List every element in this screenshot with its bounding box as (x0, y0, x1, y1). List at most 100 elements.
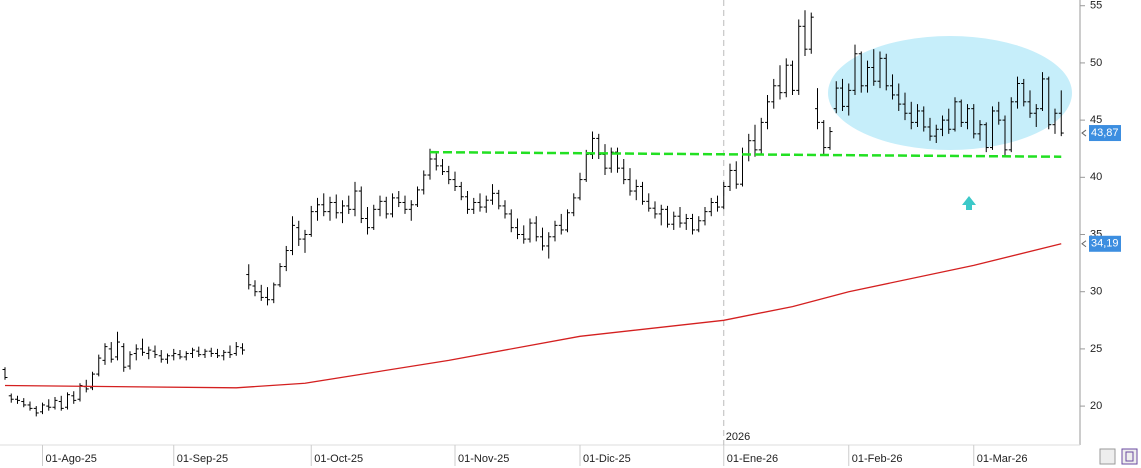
ohlc-bar (796, 19, 802, 95)
ohlc-bar (571, 193, 577, 217)
ohlc-bar (1021, 78, 1027, 107)
x-tick-label: 01-Sep-25 (177, 453, 228, 465)
ohlc-bar (458, 181, 464, 201)
x-tick-label: 01-Nov-25 (458, 453, 509, 465)
save-button[interactable] (1121, 448, 1138, 465)
ohlc-bar (365, 207, 370, 235)
ohlc-bar (258, 284, 264, 301)
ohlc-bar (858, 51, 864, 93)
ohlc-bar (133, 344, 139, 361)
ohlc-bar (15, 395, 20, 404)
ohlc-bar (1058, 90, 1064, 137)
ohlc-bar (821, 120, 827, 155)
ohlc-bar (465, 191, 470, 214)
ohlc-bar (833, 81, 839, 114)
ohlc-bar (1027, 90, 1033, 118)
ohlc-bar (890, 74, 895, 100)
ohlc-bar (715, 195, 720, 212)
ohlc-bar (727, 163, 733, 192)
end-label: 34,19 (1091, 238, 1119, 250)
ohlc-bar (115, 331, 120, 361)
ohlc-bar (396, 191, 402, 208)
ohlc-bar (808, 12, 814, 54)
ohlc-bar (546, 232, 552, 259)
ohlc-bar (502, 200, 508, 219)
ohlc-bar (352, 181, 358, 217)
ohlc-bar (758, 117, 764, 155)
x-tick-label: 01-Oct-25 (314, 453, 363, 465)
ohlc-bar (71, 391, 77, 404)
ohlc-bar (152, 345, 158, 359)
ohlc-bar (2, 367, 8, 380)
ohlc-bar (265, 287, 270, 306)
ohlc-bar (990, 106, 995, 150)
ohlc-bar (383, 196, 389, 219)
ohlc-bar (983, 122, 989, 153)
ohlc-bar (608, 147, 614, 173)
ohlc-bar (21, 398, 27, 408)
ohlc-bar (96, 354, 102, 377)
ohlc-bar (765, 94, 770, 130)
ohlc-bar (1040, 72, 1045, 111)
ohlc-bar (296, 220, 302, 246)
scroll-button[interactable] (1099, 448, 1116, 465)
ohlc-bar (777, 65, 783, 100)
ohlc-bar (127, 351, 133, 370)
ohlc-bar (402, 195, 408, 214)
ohlc-bar (815, 88, 820, 130)
ohlc-bar (1033, 104, 1039, 127)
y-tick-label: 25 (1090, 343, 1102, 355)
end-label-pointer (1081, 129, 1087, 137)
ohlc-bar (702, 207, 708, 226)
ohlc-bar (902, 92, 908, 121)
ohlc-bar (640, 181, 645, 205)
highlight-ellipse (828, 36, 1072, 150)
ohlc-bar (915, 104, 920, 127)
ohlc-bar (677, 207, 683, 228)
ohlc-bar (690, 213, 695, 235)
x-tick-label: 01-Feb-26 (852, 453, 903, 465)
ohlc-bar (390, 193, 395, 218)
ohlc-bar (102, 343, 108, 365)
ohlc-bar (615, 147, 620, 173)
ohlc-bar (65, 392, 70, 410)
ohlc-bar (933, 124, 939, 143)
ohlc-bar (40, 402, 45, 415)
ohlc-bar (496, 189, 502, 210)
ohlc-bar (540, 227, 545, 251)
ohlc-bar (183, 351, 189, 361)
ohlc-bar (952, 97, 958, 132)
ohlc-bar (827, 126, 833, 150)
ohlc-bar (346, 195, 352, 214)
end-label-box (1089, 125, 1121, 142)
ohlc-bar (483, 195, 489, 213)
ohlc-bar (490, 184, 495, 205)
ohlc-bar (108, 342, 114, 363)
ohlc-bar (227, 345, 233, 359)
ohlc-bar (165, 353, 170, 364)
ohlc-bar (452, 171, 458, 192)
moving-average (4, 243, 1062, 389)
ohlc-bar (196, 346, 202, 357)
ohlc-bar (577, 172, 583, 201)
ohlc-bar (621, 159, 627, 185)
ohlc-bar (871, 49, 877, 86)
ohlc-bar (358, 186, 364, 224)
x-tick-label: 01-Ene-26 (727, 453, 778, 465)
ohlc-bar (1015, 76, 1020, 109)
end-label-pointer (1081, 240, 1087, 248)
ohlc-bar (283, 245, 289, 272)
ohlc-bar (440, 159, 445, 176)
x-tick-label: 01-Ago-25 (46, 453, 97, 465)
y-tick-label: 20 (1090, 400, 1102, 412)
ohlc-bar (558, 213, 564, 235)
up-arrow (962, 196, 976, 210)
ohlc-bar (327, 196, 333, 221)
y-tick-label: 45 (1090, 114, 1102, 126)
ohlc-bar (58, 395, 64, 411)
ohlc-bar (308, 205, 314, 237)
end-label: 43,87 (1091, 127, 1119, 139)
ohlc-bar (202, 348, 208, 359)
ohlc-bar (140, 338, 145, 356)
